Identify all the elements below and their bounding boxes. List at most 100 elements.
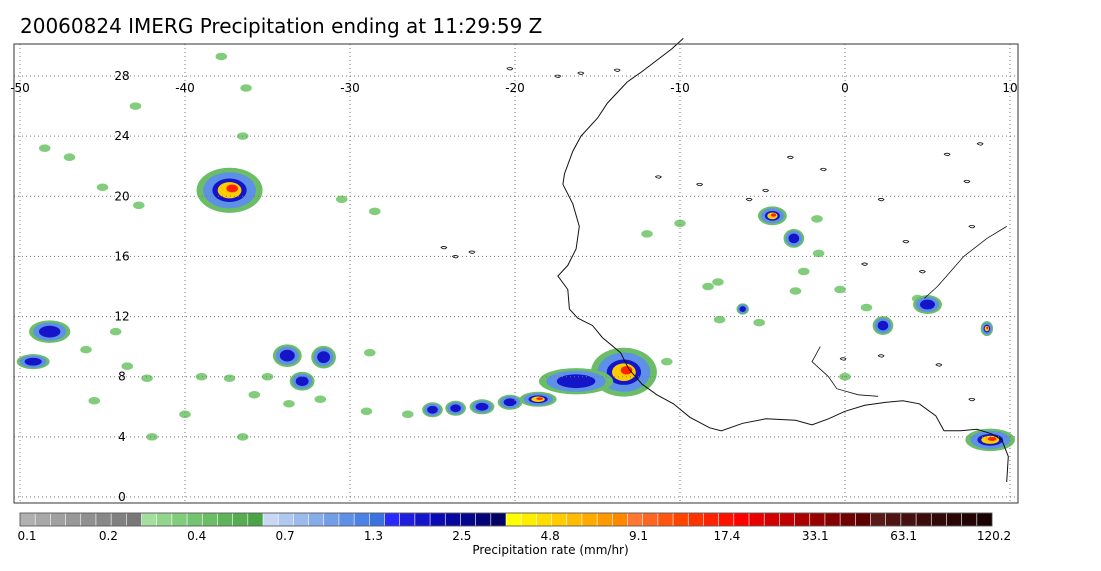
colorbar-swatch bbox=[627, 512, 644, 527]
colorbar-swatch bbox=[369, 512, 386, 527]
colorbar-frame bbox=[19, 512, 993, 527]
light-precip-patch bbox=[712, 278, 724, 286]
lat-tick-label: 0 bbox=[118, 490, 126, 504]
light-precip-patch bbox=[335, 195, 348, 204]
precip-cell bbox=[445, 400, 466, 416]
colorbar-swatch bbox=[839, 512, 856, 527]
precip-cell-core bbox=[38, 325, 61, 338]
colorbar-swatch bbox=[201, 512, 219, 527]
colorbar-swatch bbox=[429, 512, 446, 527]
lat-tick-label: 20 bbox=[114, 189, 129, 203]
light-precip-patch bbox=[146, 433, 158, 441]
light-precip-patch bbox=[88, 397, 101, 405]
light-precip-patch bbox=[661, 357, 673, 366]
colorbar-swatch bbox=[95, 512, 112, 527]
precip-cell bbox=[29, 320, 71, 343]
colorbar-swatch bbox=[976, 512, 993, 527]
precip-cell bbox=[289, 371, 315, 391]
colorbar-tick-label: 17.4 bbox=[714, 529, 741, 543]
coastline-fragment bbox=[935, 363, 943, 367]
colorbar-swatch bbox=[353, 512, 370, 527]
graticule-grid bbox=[14, 44, 1018, 503]
coastline-fragment bbox=[440, 246, 448, 250]
colorbar-swatch bbox=[19, 512, 36, 527]
precip-cell bbox=[783, 228, 805, 248]
light-precip-patch bbox=[129, 102, 142, 110]
colorbar-swatch bbox=[262, 512, 279, 527]
colorbar-swatch bbox=[703, 512, 720, 527]
coastline-fragment bbox=[902, 239, 910, 244]
coastline-fragment bbox=[839, 357, 847, 361]
coastline-fragment bbox=[696, 182, 704, 187]
precip-cell bbox=[736, 303, 749, 315]
light-precip-patch bbox=[63, 153, 76, 161]
precip-cell bbox=[980, 321, 994, 337]
coastline-fragment bbox=[820, 167, 827, 172]
colorbar-swatch bbox=[126, 512, 143, 527]
light-precip-patch bbox=[283, 400, 295, 408]
colorbar-swatch bbox=[946, 512, 963, 527]
colorbar-swatch bbox=[824, 512, 841, 527]
precip-cell-core bbox=[427, 405, 438, 414]
colorbar-swatch bbox=[566, 512, 583, 527]
light-precip-patch bbox=[811, 215, 823, 223]
lon-tick-label: 0 bbox=[841, 81, 849, 95]
colorbar-swatch bbox=[399, 512, 416, 527]
colorbar-swatch bbox=[50, 512, 67, 527]
coastline-fragment bbox=[468, 250, 476, 254]
colorbar-swatch bbox=[293, 512, 310, 527]
colorbar-tick-label: 120.2 bbox=[977, 529, 1011, 543]
coastline-fragment bbox=[968, 397, 976, 402]
light-precip-patch bbox=[713, 315, 726, 324]
light-precip-patch bbox=[38, 144, 51, 152]
precip-cell bbox=[757, 206, 787, 226]
precip-cell-core bbox=[739, 306, 746, 312]
colorbar-swatch bbox=[338, 512, 355, 527]
light-precip-patch bbox=[109, 327, 122, 336]
light-precip-patch bbox=[80, 345, 92, 354]
colorbar-swatch bbox=[323, 512, 340, 527]
colorbar-swatch bbox=[612, 512, 629, 527]
colorbar-tick-label: 0.2 bbox=[99, 529, 118, 543]
light-precip-patch bbox=[834, 285, 846, 294]
light-precip-patch bbox=[96, 183, 109, 192]
light-precip-patch bbox=[314, 395, 327, 404]
precip-cell-core bbox=[556, 374, 596, 389]
lon-tick-label: -30 bbox=[340, 81, 360, 95]
coastline-fragment bbox=[943, 152, 951, 157]
precip-cell-core bbox=[295, 376, 309, 387]
colorbar-swatch bbox=[657, 512, 674, 527]
map-title: 20060824 IMERG Precipitation ending at 1… bbox=[20, 14, 543, 38]
colorbar-swatch bbox=[460, 512, 477, 527]
precip-cell bbox=[16, 354, 50, 370]
light-precip-patch bbox=[261, 372, 274, 381]
precip-cell-intense bbox=[986, 326, 989, 330]
lon-tick-label: -50 bbox=[10, 81, 30, 95]
lon-tick-label: -10 bbox=[670, 81, 690, 95]
precip-cell-intense bbox=[226, 184, 238, 193]
colorbar: 0.1 0.2 0.4 0.7 1.3 2.5 4.8 9.1 17.4 33.1 63.1 120.… bbox=[17, 512, 1011, 543]
light-precip-patch bbox=[797, 267, 810, 276]
colorbar-swatch bbox=[733, 512, 750, 527]
coastline-west-africa bbox=[557, 38, 1009, 483]
coastline-fragment bbox=[787, 155, 794, 160]
colorbar-tick-label: 4.8 bbox=[541, 529, 560, 543]
precip-cell-intense bbox=[620, 365, 633, 375]
light-precip-patch bbox=[141, 374, 153, 382]
light-precip-patch bbox=[360, 407, 373, 416]
colorbar-swatch bbox=[763, 512, 780, 527]
colorbar-tick-label: 1.3 bbox=[364, 529, 383, 543]
colorbar-swatch bbox=[156, 512, 173, 527]
precip-cell bbox=[913, 295, 942, 314]
coastline-fragment bbox=[861, 262, 869, 266]
light-precip-patch bbox=[753, 318, 765, 327]
precip-cell bbox=[422, 402, 443, 418]
lat-tick-label: 28 bbox=[114, 69, 129, 83]
precip-cell-core bbox=[279, 349, 295, 362]
lat-tick-label: 12 bbox=[114, 310, 129, 324]
precip-cell bbox=[519, 391, 557, 407]
colorbar-swatch bbox=[505, 512, 522, 527]
precip-cell bbox=[965, 428, 1015, 452]
colorbar-swatch bbox=[247, 512, 264, 527]
lat-tick-label: 24 bbox=[114, 129, 129, 143]
